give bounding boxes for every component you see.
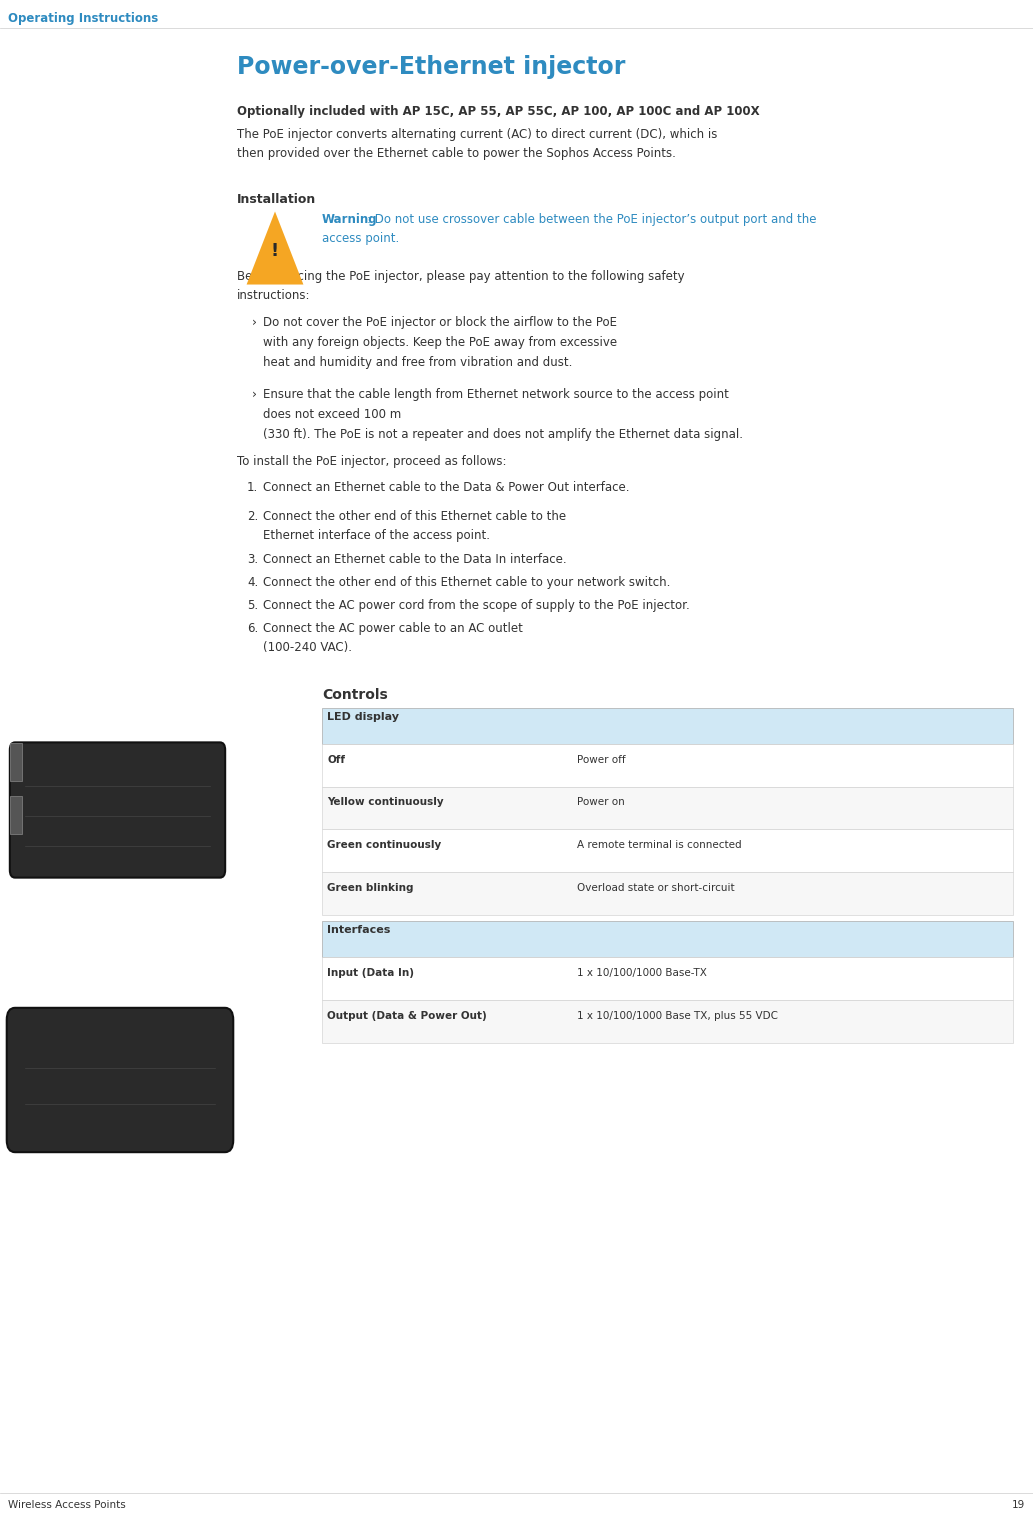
Text: 3.: 3. [247,552,258,566]
Text: Connect the other end of this Ethernet cable to the
Ethernet interface of the ac: Connect the other end of this Ethernet c… [263,510,566,542]
Text: LED: LED [109,805,130,814]
Text: ›: › [252,317,257,329]
Text: Off: Off [327,755,345,766]
Text: Warning: Warning [322,213,378,225]
Text: Overload state or short-circuit: Overload state or short-circuit [577,883,734,893]
Text: To install the PoE injector, proceed as follows:: To install the PoE injector, proceed as … [237,455,506,467]
Text: The PoE injector converts alternating current (AC) to direct current (DC), which: The PoE injector converts alternating cu… [237,128,717,160]
Text: Green continuously: Green continuously [327,840,441,851]
Text: Yellow continuously: Yellow continuously [327,798,444,808]
Text: Connect the other end of this Ethernet cable to your network switch.: Connect the other end of this Ethernet c… [263,575,670,589]
FancyBboxPatch shape [322,787,1013,829]
Text: Ensure that the cable length from Ethernet network source to the access point
do: Ensure that the cable length from Ethern… [263,388,743,441]
Text: 4.: 4. [247,575,258,589]
Text: Do not cover the PoE injector or block the airflow to the PoE
with any foreign o: Do not cover the PoE injector or block t… [263,317,617,368]
Polygon shape [247,212,304,285]
Text: Operating Instructions: Operating Instructions [8,12,158,24]
Text: A remote terminal is connected: A remote terminal is connected [577,840,742,851]
Text: : Do not use crossover cable between the PoE injector’s output port and the: : Do not use crossover cable between the… [367,213,816,225]
Text: 1 x 10/100/1000 Base TX, plus 55 VDC: 1 x 10/100/1000 Base TX, plus 55 VDC [577,1011,778,1021]
Text: 1 x 10/100/1000 Base-TX: 1 x 10/100/1000 Base-TX [577,968,707,979]
Text: Installation: Installation [237,193,316,205]
Text: Connect the AC power cable to an AC outlet
(100-240 VAC).: Connect the AC power cable to an AC outl… [263,622,523,654]
FancyBboxPatch shape [322,921,1013,957]
FancyBboxPatch shape [322,957,1013,1000]
FancyBboxPatch shape [322,1000,1013,1043]
Text: Power off: Power off [577,755,626,766]
Text: Wireless Access Points: Wireless Access Points [8,1501,126,1510]
FancyBboxPatch shape [7,1008,233,1152]
FancyBboxPatch shape [10,796,23,834]
Text: Green blinking: Green blinking [327,883,413,893]
Text: !: ! [271,242,279,260]
Text: ›: › [252,388,257,400]
Text: Controls: Controls [322,688,387,702]
Text: 2.: 2. [247,510,258,524]
Text: Before placing the PoE injector, please pay attention to the following safety
in: Before placing the PoE injector, please … [237,269,685,301]
FancyBboxPatch shape [10,743,23,781]
Text: Data & Power Out: Data & Power Out [109,825,204,836]
Text: Connect the AC power cord from the scope of supply to the PoE injector.: Connect the AC power cord from the scope… [263,600,690,612]
Text: Connect an Ethernet cable to the Data & Power Out interface.: Connect an Ethernet cable to the Data & … [263,481,629,495]
FancyBboxPatch shape [322,708,1013,744]
Text: Optionally included with AP 15C, AP 55, AP 55C, AP 100, AP 100C and AP 100X: Optionally included with AP 15C, AP 55, … [237,105,759,119]
Text: Output (Data & Power Out): Output (Data & Power Out) [327,1011,487,1021]
FancyBboxPatch shape [322,872,1013,915]
Text: LED display: LED display [327,712,399,723]
Text: 6.: 6. [247,622,258,635]
Text: Interfaces: Interfaces [327,925,390,936]
Text: Power on: Power on [577,798,625,808]
Text: Power-over-Ethernet injector: Power-over-Ethernet injector [237,55,625,79]
Text: Power: Power [109,1145,142,1155]
FancyBboxPatch shape [322,744,1013,787]
Text: access point.: access point. [322,231,399,245]
Text: Input (Data In): Input (Data In) [327,968,414,979]
Text: 19: 19 [1011,1501,1025,1510]
Text: Connect an Ethernet cable to the Data In interface.: Connect an Ethernet cable to the Data In… [263,552,567,566]
FancyBboxPatch shape [322,829,1013,872]
FancyBboxPatch shape [10,743,225,878]
Text: 1.: 1. [247,481,258,495]
Text: Data In: Data In [109,843,148,852]
Text: 5.: 5. [247,600,258,612]
